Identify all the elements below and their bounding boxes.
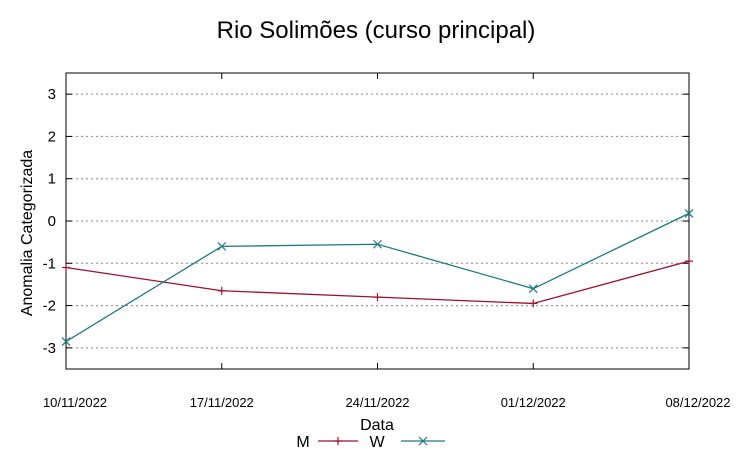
series-M <box>62 257 693 308</box>
series-W <box>61 208 694 346</box>
y-axis: 3 2 1 0 -1 -2 -3 <box>43 86 689 357</box>
y-tick-label: 2 <box>48 128 56 145</box>
x-tick-label: 17/11/2022 <box>190 395 254 410</box>
data-point <box>373 239 382 249</box>
chart-title: Rio Solimões (curso principal) <box>217 17 536 44</box>
data-point <box>684 208 694 218</box>
data-point <box>529 299 538 308</box>
legend-label: W <box>369 434 385 451</box>
y-tick-label: -3 <box>43 340 56 357</box>
series-layer <box>61 208 694 346</box>
legend-marker <box>334 437 342 445</box>
data-point <box>217 286 226 295</box>
legend-label: M <box>296 434 309 451</box>
x-tick-label: 08/12/2022 <box>665 395 730 410</box>
data-point <box>62 263 70 272</box>
x-tick-label: 01/12/2022 <box>501 395 566 410</box>
y-tick-label: 3 <box>48 86 56 103</box>
y-tick-label: 0 <box>48 213 56 230</box>
legend-item: M <box>296 434 358 451</box>
y-tick-label: 1 <box>48 171 56 188</box>
y-axis-label: Anomalia Categorizada <box>19 150 36 316</box>
x-axis-label: Data <box>360 417 394 434</box>
data-point <box>685 257 693 266</box>
x-axis: 10/11/2022 17/11/2022 24/11/2022 01/12/2022… <box>43 73 731 410</box>
grid <box>66 93 689 349</box>
y-tick-label: -1 <box>43 255 56 272</box>
series-line <box>65 212 690 343</box>
legend-marker <box>418 436 428 446</box>
legend-item: W <box>369 434 445 451</box>
x-tick-label: 10/11/2022 <box>43 395 107 410</box>
x-tick-label: 24/11/2022 <box>345 395 409 410</box>
data-point <box>217 241 227 251</box>
data-point <box>61 337 71 346</box>
data-point <box>373 293 382 302</box>
y-tick-label: -2 <box>43 298 56 315</box>
data-point <box>528 284 538 294</box>
